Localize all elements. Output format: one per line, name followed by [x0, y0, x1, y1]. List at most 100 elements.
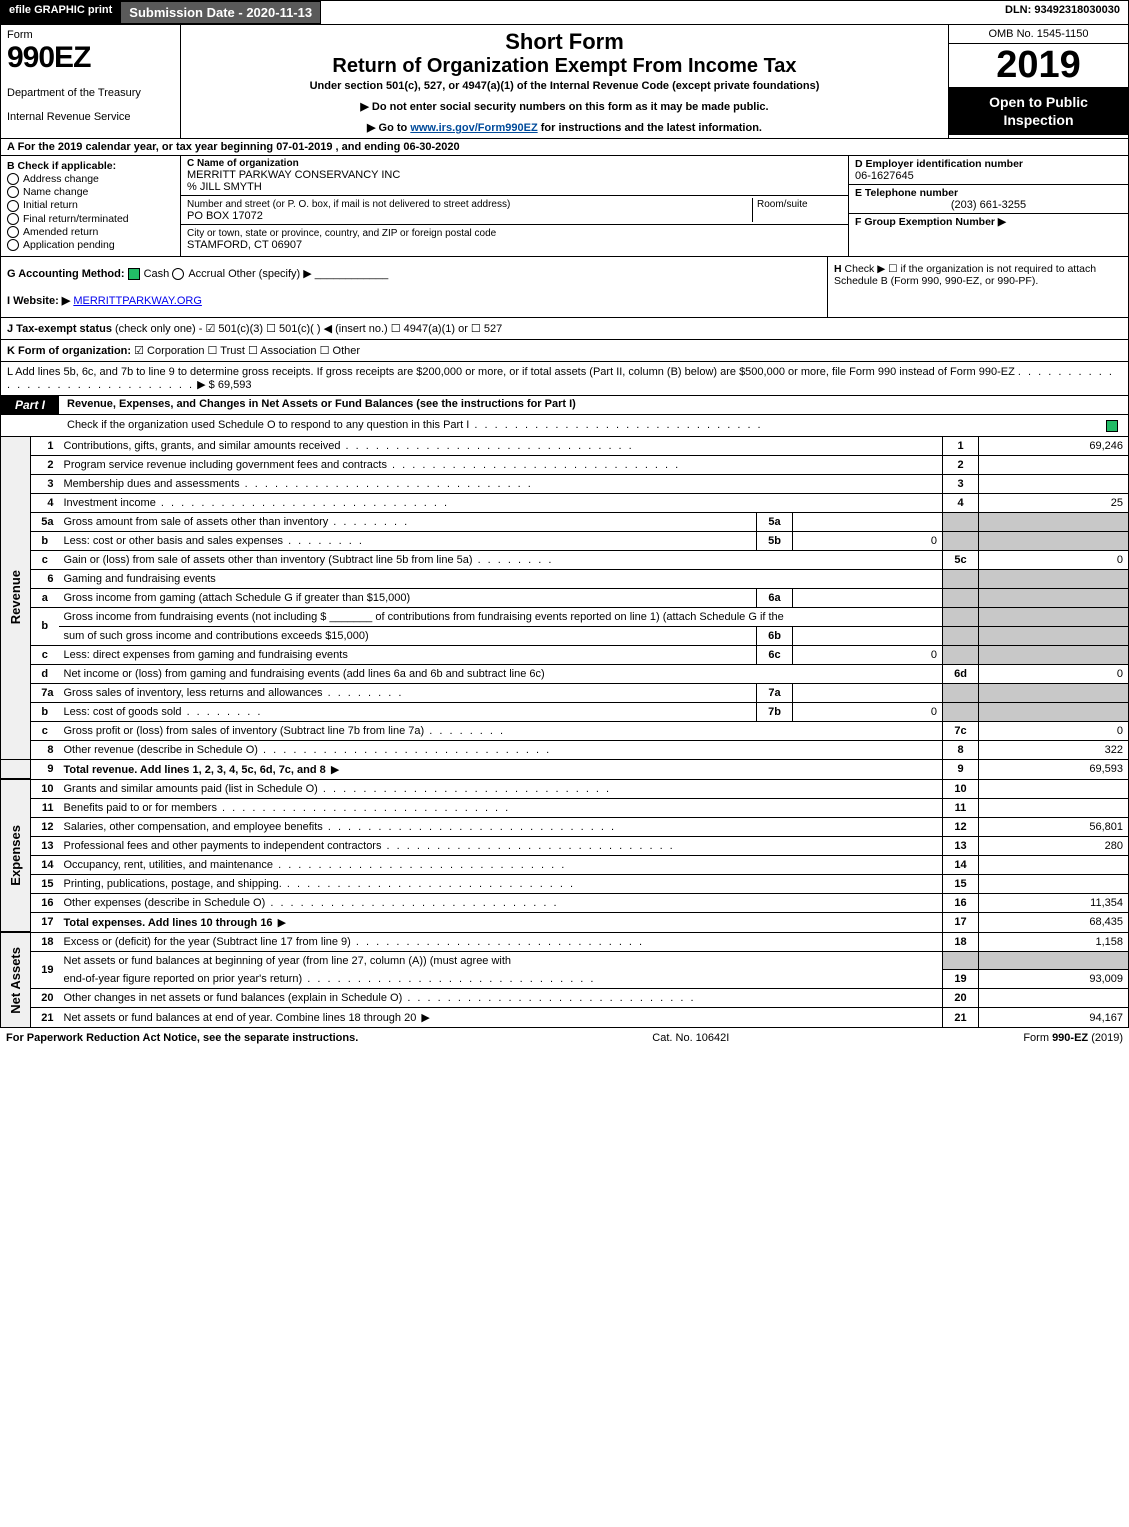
l-amount: ▶ $ 69,593 [197, 379, 251, 391]
amt-6a-shade [979, 588, 1129, 607]
ln-7b: b [31, 702, 59, 721]
ln-2: 2 [31, 455, 59, 474]
section-h: H Check ▶ ☐ if the organization is not r… [828, 257, 1128, 317]
ln-5c: c [31, 550, 59, 569]
accounting-method: G Accounting Method: Cash Accrual Other … [1, 257, 828, 317]
dln: DLN: 93492318030030 [997, 1, 1128, 24]
num-7a-shade [943, 683, 979, 702]
amt-13: 280 [979, 836, 1129, 855]
amt-5b-shade [979, 531, 1129, 550]
amt-4: 25 [979, 493, 1129, 512]
part1-checkbox[interactable] [1106, 419, 1122, 431]
page-footer: For Paperwork Reduction Act Notice, see … [0, 1028, 1129, 1048]
line21-text: Net assets or fund balances at end of ye… [64, 1012, 432, 1024]
ln-18: 18 [31, 932, 59, 951]
ln-6b: b [31, 607, 59, 645]
section-def: D Employer identification number 06-1627… [848, 156, 1128, 256]
num-15: 15 [943, 874, 979, 893]
num-6c-shade [943, 645, 979, 664]
ln-7a: 7a [31, 683, 59, 702]
row-gh: G Accounting Method: Cash Accrual Other … [0, 257, 1129, 318]
line6b-t1: Gross income from fundraising events (no… [64, 611, 327, 623]
row-k: K Form of organization: ☑ Corporation ☐ … [0, 340, 1129, 362]
room-label: Room/suite [757, 199, 808, 210]
num-7b-shade [943, 702, 979, 721]
amt-6b2-shade [979, 626, 1129, 645]
inum-7b: 7b [757, 702, 793, 721]
open-to-public: Open to Public Inspection [949, 87, 1128, 135]
chk-initial-return[interactable]: Initial return [7, 199, 174, 211]
ln-6c: c [31, 645, 59, 664]
num-10: 10 [943, 779, 979, 798]
num-19: 19 [943, 970, 979, 989]
amt-14 [979, 855, 1129, 874]
efile-print-link[interactable]: efile GRAPHIC print [1, 1, 120, 24]
l-text: L Add lines 5b, 6c, and 7b to line 9 to … [7, 366, 1015, 378]
website-label: I Website: ▶ [7, 295, 70, 307]
inum-6c: 6c [757, 645, 793, 664]
line6a-text: Gross income from gaming (attach Schedul… [59, 588, 757, 607]
cat-no: Cat. No. 10642I [358, 1032, 1023, 1044]
ln-1: 1 [31, 437, 59, 456]
line10-text: Grants and similar amounts paid (list in… [64, 783, 612, 795]
amt-7c: 0 [979, 721, 1129, 740]
row-l: L Add lines 5b, 6c, and 7b to line 9 to … [0, 362, 1129, 396]
amt-1: 69,246 [979, 437, 1129, 456]
side-expenses: Expenses [6, 819, 25, 892]
j-label: J Tax-exempt status [7, 323, 112, 335]
num-5c: 5c [943, 550, 979, 569]
k-label: K Form of organization: [7, 345, 131, 357]
iamt-7b: 0 [793, 702, 943, 721]
topbar: efile GRAPHIC print Submission Date - 20… [0, 0, 1129, 25]
chk-accrual[interactable]: Accrual [172, 268, 225, 280]
line13-text: Professional fees and other payments to … [64, 840, 675, 852]
phone-label: E Telephone number [855, 187, 1122, 199]
form-word: Form [7, 29, 174, 41]
side-revenue: Revenue [6, 564, 25, 630]
irs-link[interactable]: www.irs.gov/Form990EZ [410, 122, 537, 134]
submission-date: Submission Date - 2020-11-13 [120, 1, 321, 24]
ein-value: 06-1627645 [855, 170, 1122, 182]
part1-tag: Part I [1, 396, 59, 414]
chk-application-pending[interactable]: Application pending [7, 239, 174, 251]
line5b-text: Less: cost or other basis and sales expe… [64, 535, 364, 547]
iamt-5b: 0 [793, 531, 943, 550]
chk-name-change[interactable]: Name change [7, 186, 174, 198]
line15-text: Printing, publications, postage, and shi… [64, 878, 576, 890]
ln-10: 10 [31, 779, 59, 798]
ln-21: 21 [31, 1008, 59, 1028]
line6-text: Gaming and fundraising events [59, 569, 943, 588]
chk-cash[interactable]: Cash [128, 268, 170, 280]
num-6a-shade [943, 588, 979, 607]
c-name-label: C Name of organization [187, 158, 842, 169]
chk-address-change[interactable]: Address change [7, 173, 174, 185]
side-netassets: Net Assets [6, 941, 25, 1020]
return-title: Return of Organization Exempt From Incom… [187, 55, 942, 78]
line3-text: Membership dues and assessments [64, 478, 533, 490]
k-text: ☑ Corporation ☐ Trust ☐ Association ☐ Ot… [131, 345, 360, 357]
chk-amended-return[interactable]: Amended return [7, 226, 174, 238]
amt-6d: 0 [979, 664, 1129, 683]
goto-post: for instructions and the latest informat… [538, 122, 762, 134]
line9-text: Total revenue. Add lines 1, 2, 3, 4, 5c,… [64, 764, 326, 776]
line17-dots [273, 917, 289, 929]
line5c-text: Gain or (loss) from sale of assets other… [64, 554, 554, 566]
num-4: 4 [943, 493, 979, 512]
line11-text: Benefits paid to or for members [64, 802, 511, 814]
amt-19a-shade [979, 951, 1129, 970]
g-label: G Accounting Method: [7, 268, 125, 280]
line7c-text: Gross profit or (loss) from sales of inv… [64, 725, 506, 737]
iamt-6c: 0 [793, 645, 943, 664]
line8-text: Other revenue (describe in Schedule O) [64, 744, 552, 756]
ln-17: 17 [31, 912, 59, 932]
form-number: 990EZ [7, 41, 174, 75]
amt-19: 93,009 [979, 970, 1129, 989]
omb-number: OMB No. 1545-1150 [949, 25, 1128, 44]
num-6-shade [943, 569, 979, 588]
chk-final-return[interactable]: Final return/terminated [7, 213, 174, 225]
ln-5a: 5a [31, 512, 59, 531]
amt-6b1-shade [979, 607, 1129, 626]
amt-7b-shade [979, 702, 1129, 721]
website-link[interactable]: MERRITTPARKWAY.ORG [73, 295, 202, 307]
num-2: 2 [943, 455, 979, 474]
